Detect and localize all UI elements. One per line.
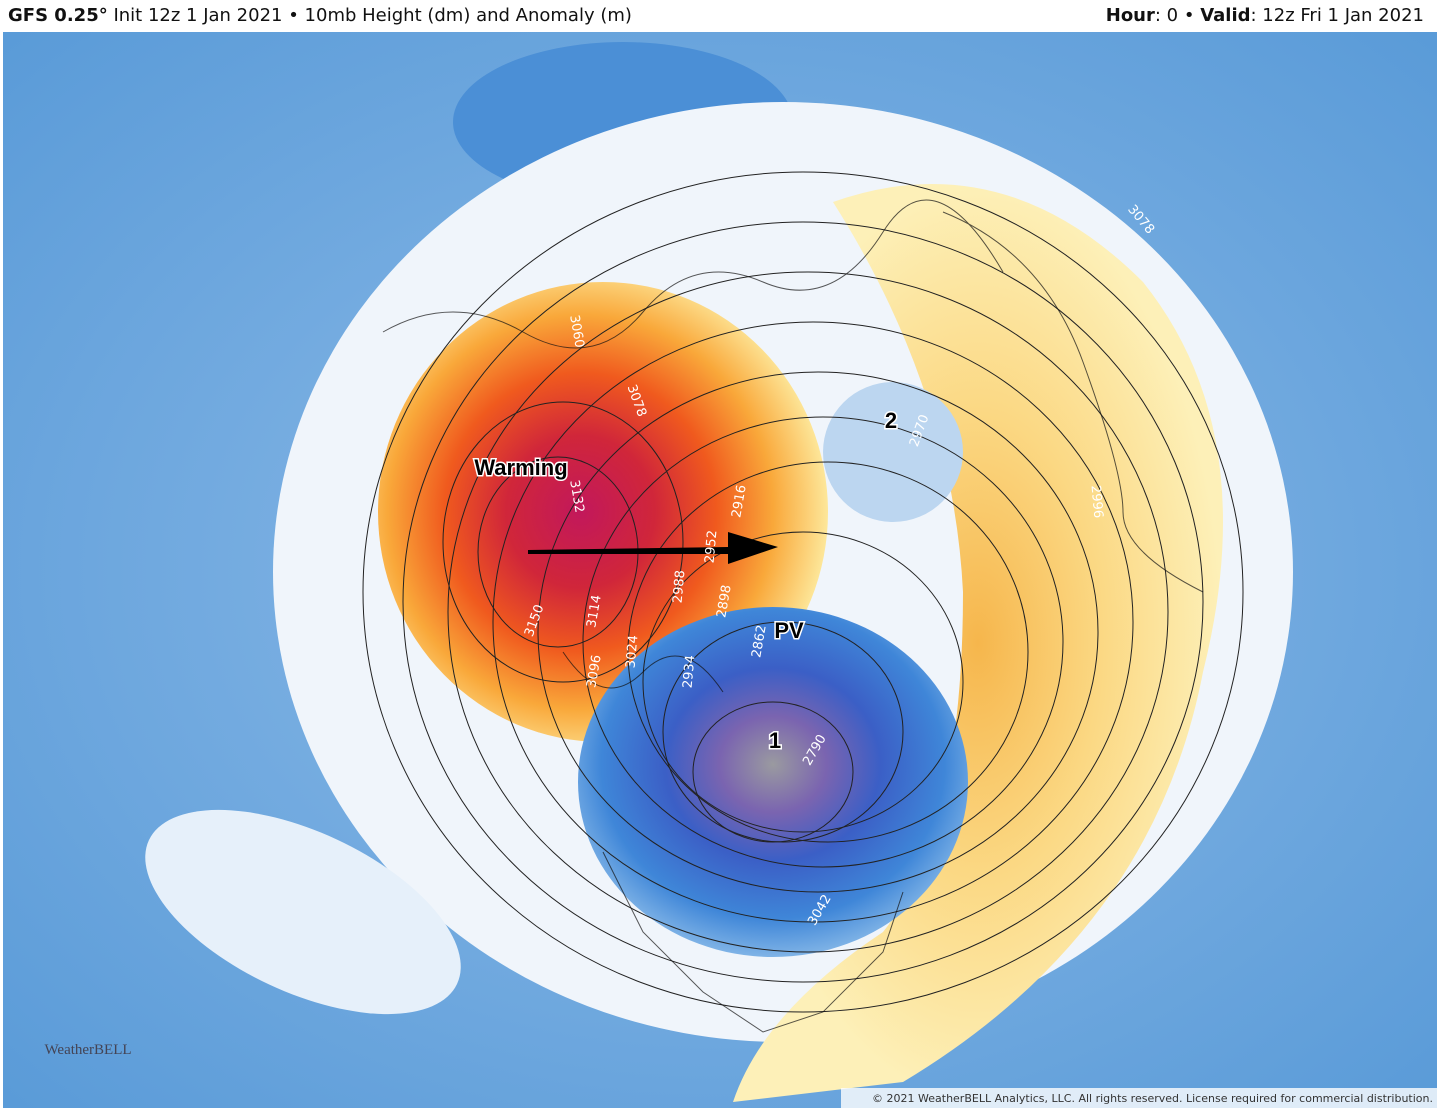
copyright-bg: [841, 1088, 1437, 1108]
header: GFS 0.25° Init 12z 1 Jan 2021 • 10mb Hei…: [0, 0, 1440, 32]
annotation: PV: [774, 618, 804, 643]
contour-label: 2916: [729, 484, 750, 519]
description: Init 12z 1 Jan 2021 • 10mb Height (dm) a…: [113, 5, 632, 26]
valid-value: : 12z Fri 1 Jan 2021: [1250, 5, 1424, 26]
vortex-2-anomaly: [823, 382, 963, 522]
hour-label: Hour: [1105, 5, 1155, 26]
contour-label: 3114: [584, 594, 605, 629]
logo: WeatherBELL: [44, 1042, 131, 1058]
contour-label: 3096: [584, 654, 605, 689]
model: GFS 0.25°: [8, 5, 108, 26]
arrow: [528, 532, 778, 564]
contour-label: 2934: [681, 655, 699, 689]
contour-label: 2862: [749, 624, 770, 659]
contour-label: 2988: [671, 570, 689, 604]
contour-label: 3024: [624, 635, 642, 669]
header-left: GFS 0.25° Init 12z 1 Jan 2021 • 10mb Hei…: [8, 0, 632, 32]
contour-label: 2952: [703, 530, 721, 564]
coastlines: [382, 199, 1204, 1033]
header-right: Hour: 0 • Valid: 12z Fri 1 Jan 2021: [1106, 0, 1424, 32]
contour-label: 3060: [566, 314, 587, 349]
contour-label: 2996: [1088, 485, 1106, 519]
hour-value: : 0 •: [1154, 5, 1195, 26]
annotation: 1: [769, 728, 781, 753]
annotation: 2: [885, 408, 897, 433]
polar-vortex-anomaly: [578, 607, 968, 957]
valid-label: Valid: [1200, 5, 1251, 26]
height-contours: [362, 171, 1244, 1013]
contour-label: 3132: [566, 479, 587, 514]
annotation: Warming: [474, 455, 567, 480]
copyright: © 2021 WeatherBELL Analytics, LLC. All r…: [872, 1092, 1433, 1105]
anomaly-shade: [145, 809, 461, 1015]
contour-label: 2898: [714, 584, 735, 619]
